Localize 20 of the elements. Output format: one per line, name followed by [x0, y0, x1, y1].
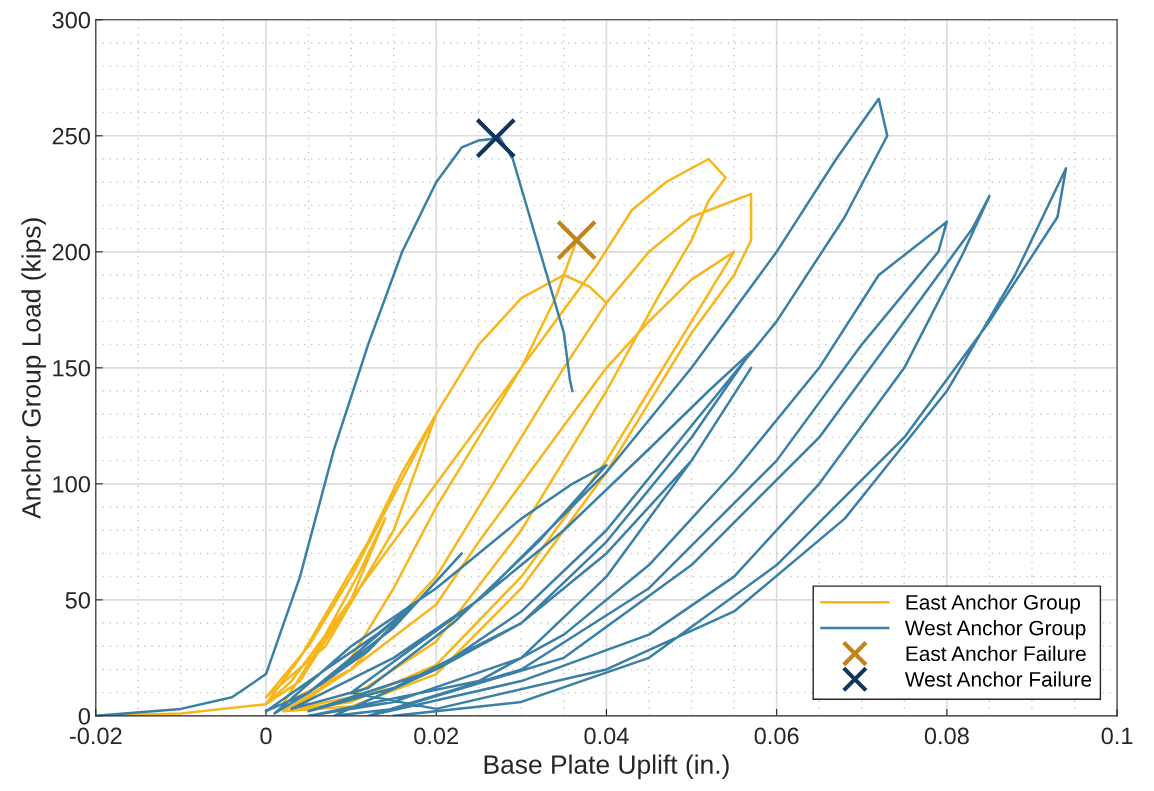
legend-label: East Anchor Group: [906, 594, 1081, 614]
x-axis-title: Base Plate Uplift (in.): [484, 754, 729, 780]
legend-label: West Anchor Group: [904, 620, 1086, 640]
y-tick-label: 200: [52, 243, 90, 261]
y-tick-label: 300: [52, 11, 90, 29]
y-tick-label: 250: [52, 127, 90, 145]
y-tick-label: 50: [65, 591, 90, 609]
y-tick-label: 0: [78, 707, 90, 725]
x-tick-label: 0: [260, 727, 272, 745]
legend-label: West Anchor Failure: [904, 671, 1092, 687]
x-tick-label: 0.08: [924, 727, 969, 745]
y-tick-label: 100: [53, 475, 90, 493]
x-tick-label: 0.1: [1101, 727, 1133, 745]
y-axis-title: Anchor Group Load (kips): [21, 218, 46, 519]
x-tick-label: 0.04: [584, 727, 629, 745]
x-tick-label: 0.06: [754, 727, 799, 745]
x-tick-label: -0.02: [69, 727, 122, 745]
y-tick-label: 150: [53, 359, 90, 377]
legend-label: East Anchor Failure: [906, 645, 1086, 662]
x-tick-label: 0.02: [414, 727, 459, 745]
